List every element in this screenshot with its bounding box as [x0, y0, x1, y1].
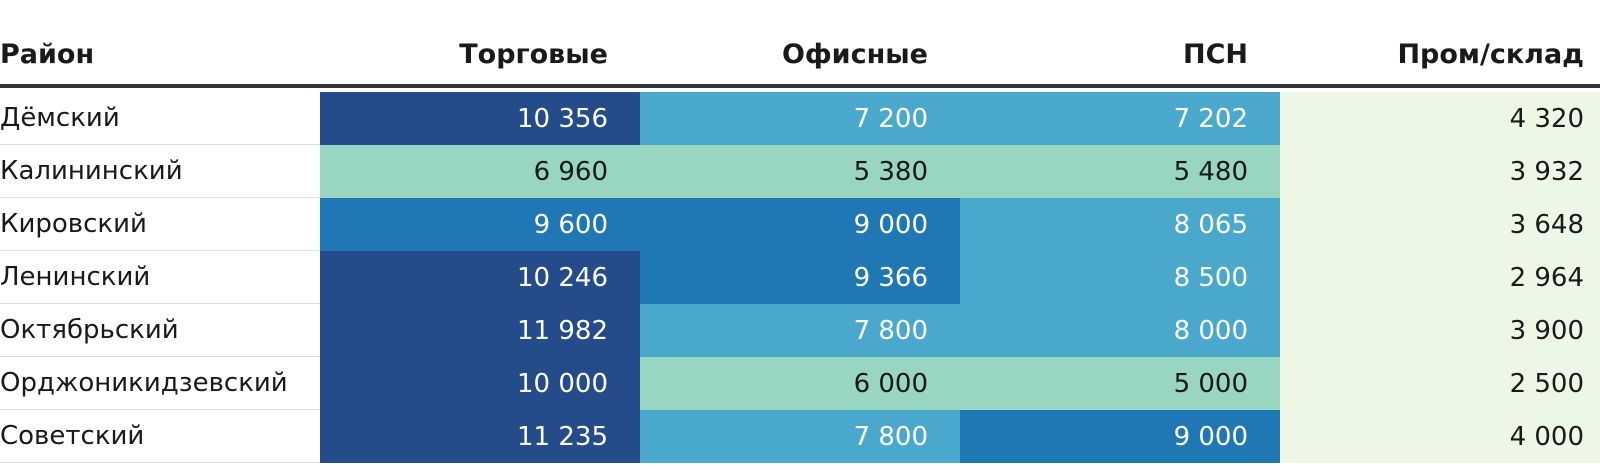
table-row: Октябрьский 11 982 7 800 8 000 3 900: [0, 304, 1600, 357]
heatmap-cell: 9 600: [320, 198, 640, 251]
table-row: Советский 11 235 7 800 9 000 4 000: [0, 410, 1600, 463]
header-retail: Торговые: [459, 38, 608, 70]
heatmap-cell: 11 982: [320, 304, 640, 357]
header-district: Район: [0, 38, 95, 70]
heatmap-cell: 10 246: [320, 251, 640, 304]
heatmap-cell: 4 320: [1280, 92, 1600, 145]
heatmap-cell: 10 000: [320, 357, 640, 410]
heatmap-cell: 4 000: [1280, 410, 1600, 463]
table-row: Ленинский 10 246 9 366 8 500 2 964: [0, 251, 1600, 304]
heatmap-cell: 5 000: [960, 357, 1280, 410]
district-name: Дёмский: [0, 92, 320, 145]
heatmap-cell: 8 000: [960, 304, 1280, 357]
district-name: Ленинский: [0, 251, 320, 304]
table-header: Район Торговые Офисные ПСН Пром/склад: [0, 0, 1600, 88]
district-name: Советский: [0, 410, 320, 463]
heatmap-cell: 3 932: [1280, 145, 1600, 198]
heatmap-cell: 10 356: [320, 92, 640, 145]
heatmap-cell: 8 065: [960, 198, 1280, 251]
header-industrial-warehouse: Пром/склад: [1397, 38, 1584, 70]
heatmap-cell: 6 000: [640, 357, 960, 410]
heatmap-cell: 2 964: [1280, 251, 1600, 304]
heatmap-cell: 3 648: [1280, 198, 1600, 251]
table-row: Орджоникидзевский 10 000 6 000 5 000 2 500: [0, 357, 1600, 410]
heatmap-cell: 5 480: [960, 145, 1280, 198]
header-free-purpose: ПСН: [1182, 38, 1248, 70]
heatmap-cell: 9 000: [960, 410, 1280, 463]
heatmap-cell: 7 202: [960, 92, 1280, 145]
heatmap-cell: 2 500: [1280, 357, 1600, 410]
district-name: Орджоникидзевский: [0, 357, 320, 410]
table-row: Кировский 9 600 9 000 8 065 3 648: [0, 198, 1600, 251]
table-body: Дёмский 10 356 7 200 7 202 4 320 Калининский 6…: [0, 92, 1600, 463]
district-name: Кировский: [0, 198, 320, 251]
heatmap-cell: 7 800: [640, 410, 960, 463]
header-office: Офисные: [781, 38, 928, 70]
heatmap-cell: 9 000: [640, 198, 960, 251]
table-row: Дёмский 10 356 7 200 7 202 4 320: [0, 92, 1600, 145]
district-name: Октябрьский: [0, 304, 320, 357]
heatmap-cell: 5 380: [640, 145, 960, 198]
heatmap-cell: 9 366: [640, 251, 960, 304]
heatmap-cell: 7 800: [640, 304, 960, 357]
heatmap-cell: 8 500: [960, 251, 1280, 304]
heatmap-cell: 11 235: [320, 410, 640, 463]
table-row: Калининский 6 960 5 380 5 480 3 932: [0, 145, 1600, 198]
district-name: Калининский: [0, 145, 320, 198]
heatmap-cell: 6 960: [320, 145, 640, 198]
heatmap-cell: 3 900: [1280, 304, 1600, 357]
heatmap-cell: 7 200: [640, 92, 960, 145]
